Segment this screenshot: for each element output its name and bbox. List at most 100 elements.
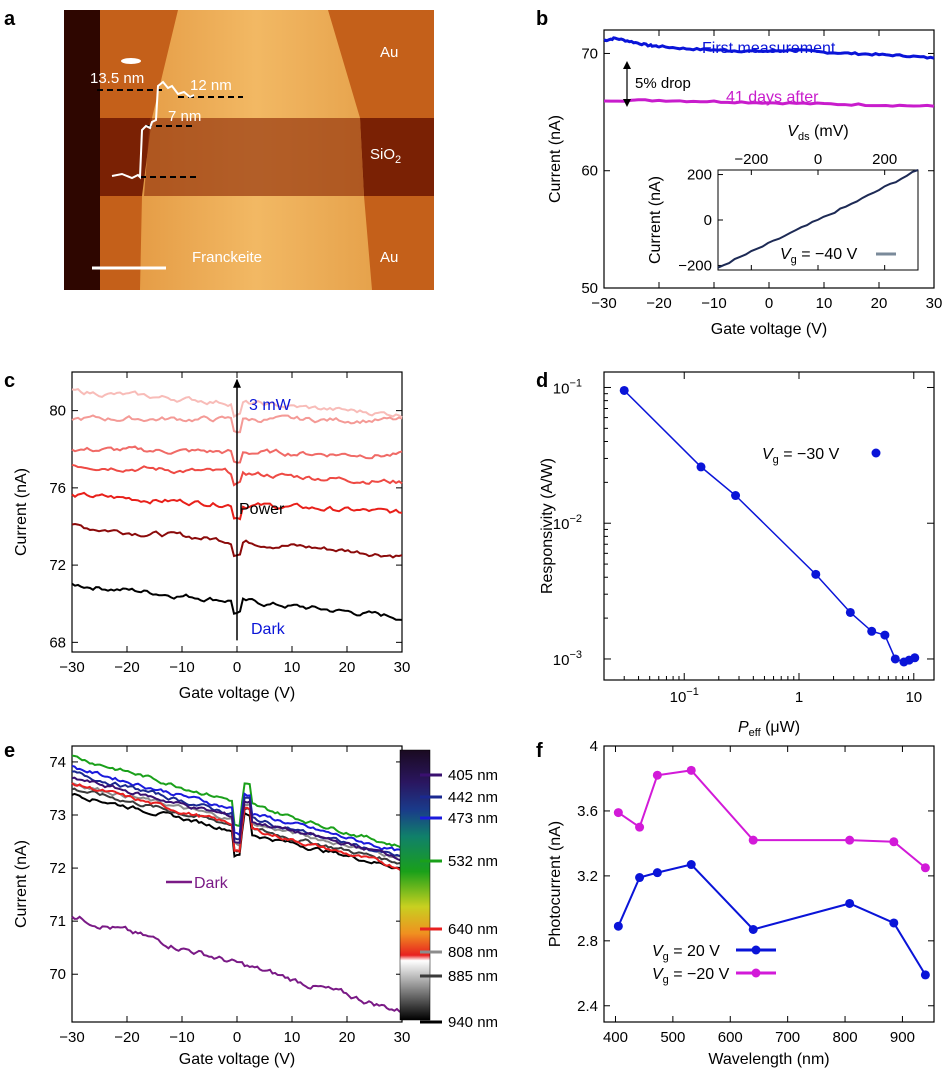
inset-y-tick-label-b: 0 (704, 212, 712, 229)
inset-y-tick-label-b: 200 (687, 167, 712, 184)
data-point-d (890, 654, 900, 664)
afm-label-au-bottom: Au (380, 249, 398, 266)
colorbar-label-e: 473 nm (448, 810, 498, 827)
data-point-f-1 (920, 863, 930, 873)
x-axis-title-d: Peff (μW) (738, 719, 800, 739)
series-line-b-1 (603, 98, 935, 108)
x-tick-label-c: 20 (339, 659, 356, 676)
label-dark-c: Dark (251, 621, 286, 638)
drop-arrowhead-top-b (623, 61, 631, 69)
y-tick-label-f: 4 (590, 738, 598, 755)
panel-label-e: e (4, 740, 15, 762)
y-axis-title-d: Responsivity (A/W) (539, 458, 556, 594)
y-tick-label-d: 10−3 (553, 649, 582, 669)
afm-image: 13.5 nm 12 nm 7 nm Au SiO2 Au Franckeite (64, 10, 434, 290)
plot-frame-f (603, 745, 935, 1023)
afm-label-franckeite: Franckeite (192, 249, 262, 266)
afm-label-au-top: Au (380, 44, 398, 61)
x-tick-label-e: −30 (59, 1029, 84, 1046)
x-tick-label-f: 400 (603, 1029, 628, 1046)
series-line-e-8 (71, 776, 403, 862)
y-axis-title-c: Current (nA) (13, 468, 30, 556)
x-axis-title-c: Gate voltage (V) (179, 685, 296, 702)
series-line-e-4 (71, 782, 403, 872)
y-tick-label-c: 72 (49, 557, 66, 574)
panel-label-d: d (536, 370, 548, 392)
y-tick-label-f: 3.6 (577, 803, 598, 820)
series-line-e-2 (71, 787, 403, 866)
x-axis-title-b: Gate voltage (V) (711, 321, 828, 338)
data-point-f-1 (613, 808, 623, 818)
x-tick-label-e: −10 (169, 1029, 194, 1046)
x-tick-label-e: 20 (339, 1029, 356, 1046)
x-tick-label-c: 10 (284, 659, 301, 676)
legend-b-41-days-after: 41 days after (726, 89, 819, 106)
inset-x-tick-label-b: −200 (734, 151, 768, 168)
y-axis-title-b: Current (nA) (547, 115, 564, 203)
y-tick-label-f: 2.8 (577, 933, 598, 950)
series-line-e-6 (71, 765, 403, 852)
colorbar-label-e: 640 nm (448, 921, 498, 938)
x-tick-label-e: 30 (394, 1029, 411, 1046)
x-tick-label-e: 10 (284, 1029, 301, 1046)
x-tick-label-e: 0 (233, 1029, 241, 1046)
x-tick-label-b: 20 (871, 295, 888, 312)
data-point-f-0 (635, 873, 645, 883)
series-line-b-0 (603, 36, 935, 60)
afm-height-12: 12 nm (190, 77, 232, 94)
data-point-f-1 (889, 837, 899, 847)
colorbar-label-e: 885 nm (448, 968, 498, 985)
colorbar-label-e: 405 nm (448, 767, 498, 784)
power-arrowhead-c (233, 378, 241, 388)
plot-frame-d (603, 371, 935, 681)
x-tick-label-f: 500 (660, 1029, 685, 1046)
x-tick-label-c: −10 (169, 659, 194, 676)
chart-b: −30 −20 −10 0 10 20 30 50 60 70 Gate voltage (V) Cu… (547, 29, 943, 338)
colorbar-label-e: 532 nm (448, 853, 498, 870)
y-tick-label-d: 10−1 (553, 377, 582, 397)
series-line-e-0 (71, 915, 403, 1014)
series-line-d (623, 389, 916, 663)
data-point-d (910, 653, 920, 663)
colorbar-label-e: 808 nm (448, 944, 498, 961)
data-point-d (731, 491, 741, 501)
legend-marker-f-0 (751, 945, 761, 955)
label-3mw-c: 3 mW (249, 397, 292, 414)
x-tick-label-c: −30 (59, 659, 84, 676)
series-line-e-1 (71, 792, 403, 870)
colorbar-e (399, 749, 431, 1021)
chart-c: −30 −20 −10 0 10 20 30 68 72 76 80 Gate voltage (V)… (13, 371, 410, 702)
afm-height-profile (111, 80, 195, 180)
data-point-d (811, 569, 821, 579)
x-tick-label-c: 0 (233, 659, 241, 676)
data-point-f-0 (845, 898, 855, 908)
series-line-f-1 (617, 769, 927, 869)
x-tick-label-b: 10 (816, 295, 833, 312)
x-tick-label-e: −20 (114, 1029, 139, 1046)
y-tick-label-d: 10−2 (553, 513, 582, 533)
legend-marker-f-1 (751, 968, 761, 978)
colorbar-label-e: 442 nm (448, 789, 498, 806)
panel-label-f: f (536, 740, 543, 762)
x-tick-label-c: −20 (114, 659, 139, 676)
legend-marker-d (871, 448, 881, 458)
y-tick-label-f: 3.2 (577, 868, 598, 885)
data-point-f-0 (889, 918, 899, 928)
x-tick-label-b: −10 (701, 295, 726, 312)
y-tick-label-c: 80 (49, 403, 66, 420)
x-tick-label-f: 600 (718, 1029, 743, 1046)
afm-height-7: 7 nm (168, 108, 201, 125)
inset-x-tick-label-b: 0 (814, 151, 822, 168)
chart-f: 400 500 600 700 800 900 2.4 2.8 3.2 3.6 4 Wavelengt… (547, 738, 935, 1068)
chart-d: 10−1 1 10 10−3 10−2 10−1 Peff (μW) Responsivity… (539, 371, 935, 739)
data-point-d (880, 630, 890, 640)
inset-legend-b: Vg = −40 V (780, 246, 858, 266)
x-tick-label-b: −20 (646, 295, 671, 312)
data-point-d (619, 385, 629, 395)
x-tick-label-b: 30 (926, 295, 943, 312)
x-tick-label-d: 10 (905, 689, 922, 706)
y-axis-title-e: Current (nA) (13, 840, 30, 928)
panel-label-a: a (4, 8, 16, 30)
x-tick-label-b: 0 (765, 295, 773, 312)
